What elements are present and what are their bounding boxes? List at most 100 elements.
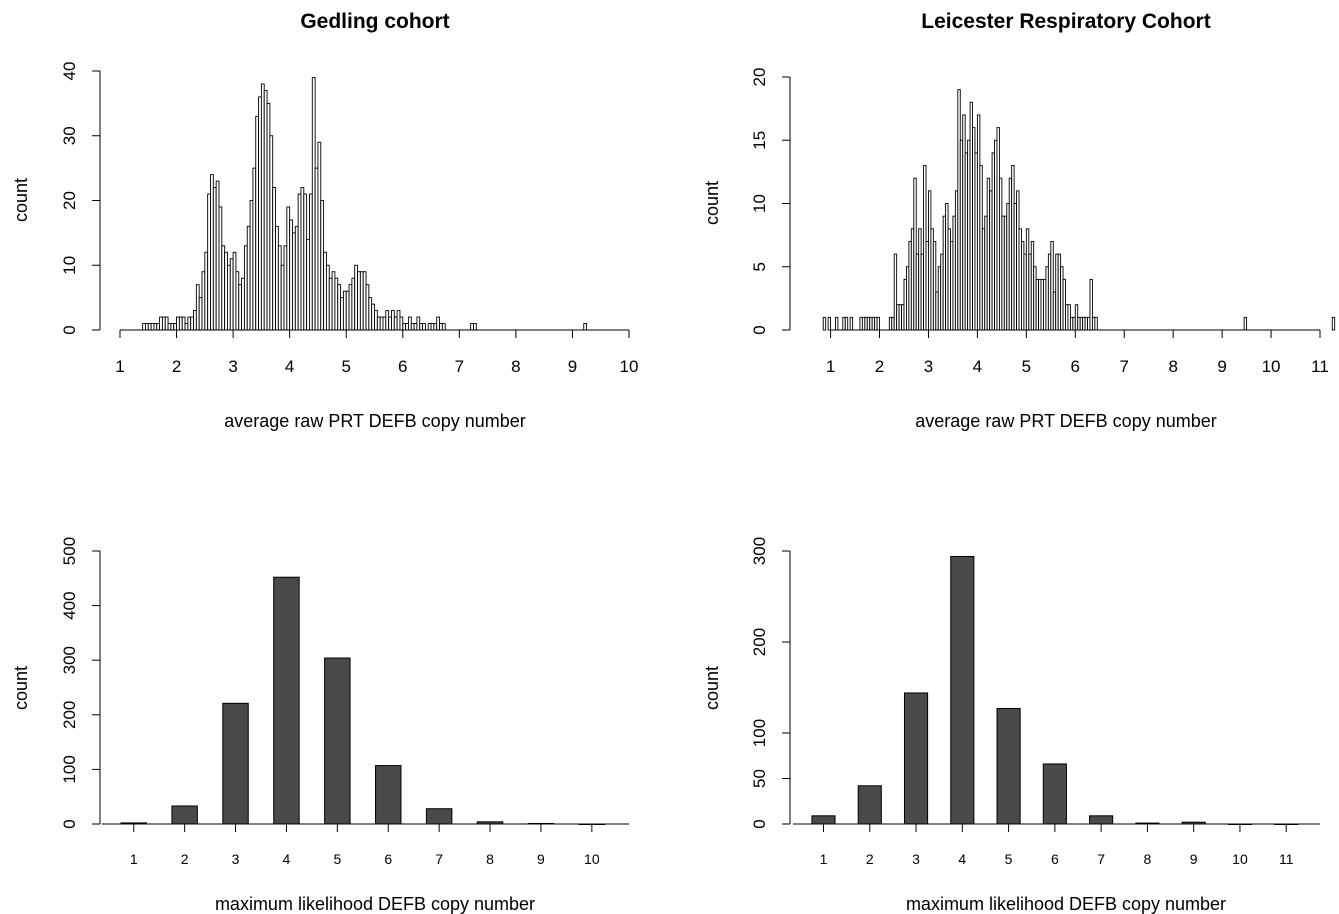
y-tick-label: 40 bbox=[60, 62, 79, 81]
panel-leicester-ml-bars: maximum likelihood DEFB copy number coun… bbox=[702, 537, 1320, 914]
x-tick-label: 11 bbox=[1311, 357, 1329, 376]
y-tick-label: 100 bbox=[750, 719, 769, 747]
x-axis: 1 2 3 4 5 6 7 8 9 10 11 bbox=[826, 329, 1329, 376]
bar-series bbox=[120, 576, 606, 825]
x-tick-label: 3 bbox=[912, 851, 920, 867]
x-tick-label: 1 bbox=[820, 851, 828, 867]
bar-series bbox=[811, 555, 1299, 825]
x-tick-label: 7 bbox=[455, 357, 464, 376]
x-tick-label: 1 bbox=[826, 357, 835, 376]
y-tick-label: 15 bbox=[750, 131, 769, 150]
y-axis-label: count bbox=[702, 181, 722, 225]
x-tick-label: 2 bbox=[181, 851, 189, 867]
histogram-bar bbox=[441, 323, 446, 331]
y-axis: 0 100 200 300 400 500 bbox=[60, 537, 101, 829]
y-tick-label: 30 bbox=[60, 126, 79, 145]
x-tick-label: 2 bbox=[172, 357, 181, 376]
x-tick-label: 9 bbox=[1217, 357, 1226, 376]
panel-leicester-raw-histogram: Leicester Respiratory Cohort average raw… bbox=[702, 10, 1336, 431]
bar bbox=[1089, 815, 1114, 825]
y-axis-label: count bbox=[11, 178, 31, 222]
x-tick-label: 3 bbox=[232, 851, 240, 867]
y-tick-label: 300 bbox=[60, 646, 79, 674]
histogram-bar bbox=[835, 316, 839, 331]
y-tick-label: 100 bbox=[60, 755, 79, 783]
x-tick-label: 3 bbox=[228, 357, 237, 376]
x-tick-label: 10 bbox=[584, 851, 600, 867]
x-tick-label: 6 bbox=[1071, 357, 1080, 376]
x-tick-label: 10 bbox=[620, 357, 639, 376]
x-tick-label: 7 bbox=[1097, 851, 1105, 867]
histogram-bar bbox=[1094, 316, 1098, 331]
panel-gedling-raw-histogram: Gedling cohort average raw PRT DEFB copy… bbox=[11, 10, 638, 431]
x-tick-label: 3 bbox=[924, 357, 933, 376]
bar bbox=[273, 576, 300, 825]
bar bbox=[903, 692, 929, 825]
x-tick-label: 5 bbox=[341, 357, 350, 376]
bar bbox=[171, 805, 198, 825]
x-axis-label: maximum likelihood DEFB copy number bbox=[906, 894, 1226, 914]
x-axis: 1 2 3 4 5 6 7 8 9 10 bbox=[115, 329, 639, 376]
y-tick-label: 10 bbox=[60, 256, 79, 275]
y-tick-label: 500 bbox=[60, 537, 79, 565]
x-tick-label: 8 bbox=[511, 357, 520, 376]
histogram-bars bbox=[822, 89, 1336, 331]
x-tick-label: 6 bbox=[398, 357, 407, 376]
y-axis-label: count bbox=[702, 666, 722, 710]
y-tick-label: 0 bbox=[60, 819, 79, 828]
histogram-bar bbox=[1243, 316, 1248, 331]
chart-title: Gedling cohort bbox=[300, 10, 449, 33]
y-tick-label: 0 bbox=[750, 819, 769, 828]
bar bbox=[811, 815, 836, 825]
bar bbox=[222, 702, 249, 825]
y-tick-label: 50 bbox=[750, 769, 769, 788]
x-tick-label: 5 bbox=[333, 851, 341, 867]
bar bbox=[1042, 763, 1067, 825]
x-tick-label: 4 bbox=[283, 851, 291, 867]
y-axis: 0 50 100 200 300 bbox=[750, 537, 791, 829]
x-tick-label: 4 bbox=[285, 357, 294, 376]
x-tick-label: 8 bbox=[1168, 357, 1177, 376]
x-tick-label: 6 bbox=[1051, 851, 1059, 867]
y-tick-label: 5 bbox=[750, 262, 769, 271]
x-tick-label: 9 bbox=[537, 851, 545, 867]
x-axis-label: average raw PRT DEFB copy number bbox=[224, 411, 525, 431]
y-tick-label: 300 bbox=[750, 537, 769, 565]
x-tick-label: 10 bbox=[1232, 851, 1248, 867]
x-axis-label: average raw PRT DEFB copy number bbox=[915, 411, 1216, 431]
x-tick-label: 1 bbox=[130, 851, 138, 867]
x-tick-label: 10 bbox=[1262, 357, 1281, 376]
bar bbox=[996, 707, 1021, 825]
y-axis: 0 5 10 15 20 bbox=[750, 68, 791, 335]
histogram-bars bbox=[142, 77, 588, 331]
x-tick-label: 2 bbox=[866, 851, 874, 867]
chart-title: Leicester Respiratory Cohort bbox=[921, 10, 1210, 33]
x-tick-label: 4 bbox=[973, 357, 982, 376]
bar bbox=[375, 765, 402, 825]
x-tick-label: 8 bbox=[1144, 851, 1152, 867]
histogram-bar bbox=[849, 316, 854, 331]
histogram-bar bbox=[1331, 316, 1336, 331]
x-tick-label: 7 bbox=[435, 851, 443, 867]
y-tick-label: 400 bbox=[60, 591, 79, 619]
histogram-bar bbox=[827, 316, 832, 331]
x-axis: 1 2 3 4 5 6 7 8 9 10 11 bbox=[793, 823, 1320, 867]
x-tick-label: 6 bbox=[384, 851, 392, 867]
x-tick-label: 5 bbox=[1022, 357, 1031, 376]
x-tick-label: 5 bbox=[1005, 851, 1013, 867]
x-axis: 1 2 3 4 5 6 7 8 9 10 bbox=[102, 823, 629, 867]
y-axis-label: count bbox=[11, 666, 31, 710]
histogram-bar bbox=[473, 323, 477, 331]
y-tick-label: 0 bbox=[60, 325, 79, 334]
histogram-bar bbox=[876, 316, 880, 331]
y-tick-label: 0 bbox=[750, 325, 769, 334]
bar bbox=[425, 808, 453, 825]
x-axis-label: maximum likelihood DEFB copy number bbox=[215, 894, 535, 914]
y-tick-label: 10 bbox=[750, 194, 769, 213]
x-tick-label: 9 bbox=[568, 357, 577, 376]
y-tick-label: 200 bbox=[750, 628, 769, 656]
bar bbox=[857, 785, 882, 825]
panel-gedling-ml-bars: maximum likelihood DEFB copy number coun… bbox=[11, 537, 629, 914]
y-axis: 0 10 20 30 40 bbox=[60, 62, 101, 335]
y-tick-label: 20 bbox=[60, 191, 79, 210]
